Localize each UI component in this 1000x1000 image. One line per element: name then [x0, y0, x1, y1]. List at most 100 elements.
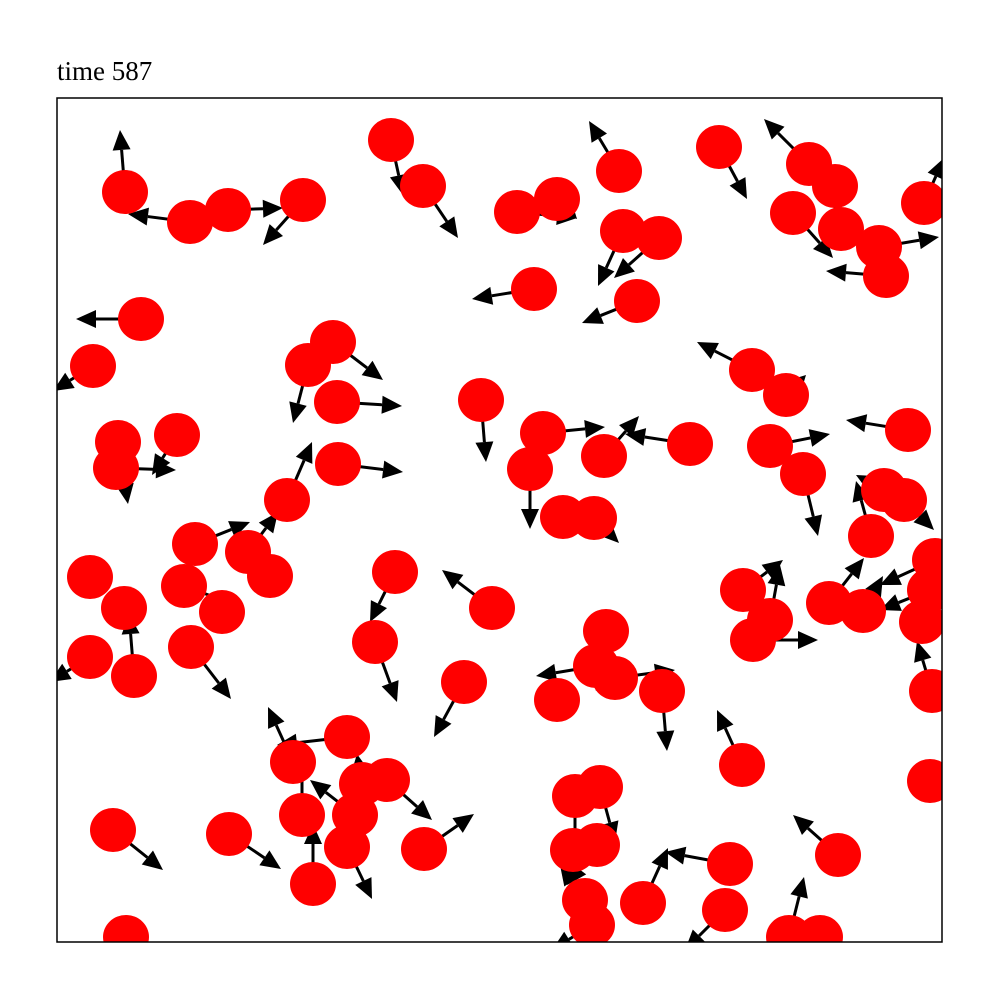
particle — [639, 669, 685, 713]
particle — [290, 862, 336, 906]
particle — [364, 758, 410, 802]
arrow-head — [289, 401, 307, 423]
arrow-head — [798, 631, 818, 649]
particle — [901, 181, 942, 225]
plot-frame — [56, 97, 943, 943]
particle — [818, 207, 864, 251]
arrow-head — [228, 521, 250, 538]
particle — [111, 654, 157, 698]
particle — [720, 568, 766, 612]
particle — [592, 656, 638, 700]
arrow-head — [472, 286, 494, 305]
particle — [279, 793, 325, 837]
particle — [400, 164, 446, 208]
particle — [569, 903, 615, 942]
arrow-head — [295, 442, 313, 464]
arrow-head — [808, 429, 830, 447]
arrow-head — [790, 877, 808, 899]
particle — [70, 344, 116, 388]
particle — [67, 555, 113, 599]
arrow-head — [767, 565, 786, 587]
arrow-head — [913, 509, 934, 530]
arrow-head — [614, 257, 635, 278]
arrow-head — [917, 231, 939, 250]
particle — [747, 424, 793, 468]
arrow-head — [355, 877, 372, 899]
particle — [507, 447, 553, 491]
arrow-head — [57, 663, 72, 682]
particle — [520, 411, 566, 455]
particle — [885, 408, 931, 452]
particle — [577, 765, 623, 809]
particle — [797, 915, 843, 942]
particle — [103, 915, 149, 942]
particle — [285, 343, 331, 387]
particle — [620, 881, 666, 925]
particle — [863, 254, 909, 298]
arrow-head — [475, 441, 494, 462]
arrow-head — [764, 119, 785, 140]
particle — [469, 586, 515, 630]
particle — [102, 170, 148, 214]
particle — [161, 564, 207, 608]
arrow-head — [589, 121, 608, 143]
arrow-head — [259, 850, 281, 869]
particle — [848, 514, 894, 558]
particle — [154, 413, 200, 457]
arrow-head — [411, 799, 432, 820]
particle — [352, 620, 398, 664]
particle — [458, 378, 504, 422]
particle — [696, 125, 742, 169]
arrow-head — [263, 224, 284, 245]
particle — [719, 743, 765, 787]
particle — [118, 297, 164, 341]
arrow-head — [112, 130, 131, 151]
particle — [763, 373, 809, 417]
particle — [90, 808, 136, 852]
arrow-head — [262, 199, 283, 218]
arrow-head — [865, 576, 883, 598]
particle — [667, 422, 713, 466]
arrow-head — [793, 815, 814, 836]
arrow-head — [370, 600, 387, 622]
particle — [494, 190, 540, 234]
particle — [600, 209, 646, 253]
arrow-head — [268, 707, 285, 729]
particle — [368, 118, 414, 162]
particle — [815, 833, 861, 877]
particle — [581, 434, 627, 478]
arrow-head — [211, 677, 231, 699]
particle — [770, 191, 816, 235]
arrow-head — [521, 509, 539, 529]
particle — [172, 522, 218, 566]
particle — [206, 812, 252, 856]
particle — [280, 178, 326, 222]
particle — [168, 625, 214, 669]
plot-area — [57, 118, 942, 942]
particle — [93, 446, 139, 490]
particle — [199, 590, 245, 634]
arrow-head — [598, 264, 615, 286]
particle — [881, 478, 927, 522]
arrow-head — [665, 846, 687, 865]
particle — [534, 177, 580, 221]
arrow-head — [697, 342, 719, 360]
particle — [812, 164, 858, 208]
particle — [167, 200, 213, 244]
particle — [67, 635, 113, 679]
particle — [729, 348, 775, 392]
particle — [907, 759, 942, 803]
arrow-head — [128, 207, 149, 226]
particle — [780, 452, 826, 496]
particle — [324, 825, 370, 869]
particle — [511, 267, 557, 311]
arrow-head — [57, 372, 75, 391]
particle — [636, 216, 682, 260]
arrow-head — [717, 710, 734, 732]
arrow-head — [442, 570, 464, 590]
arrow-head — [804, 514, 823, 536]
arrow-head — [729, 177, 747, 199]
particle — [614, 279, 660, 323]
particle — [401, 827, 447, 871]
